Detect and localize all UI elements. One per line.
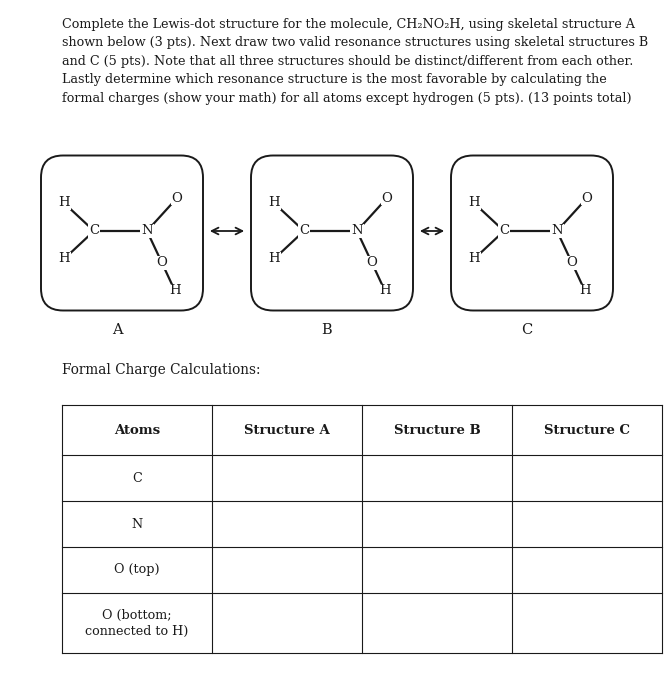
Text: Formal Charge Calculations:: Formal Charge Calculations: [62,363,260,377]
Text: Structure A: Structure A [244,423,330,437]
Text: O: O [566,256,578,270]
Text: C: C [499,225,509,238]
Text: H: H [379,285,391,297]
Text: N: N [551,225,563,238]
Text: O (top): O (top) [114,563,160,577]
Text: H: H [58,197,70,209]
Text: O: O [157,256,167,270]
Text: O: O [171,191,183,204]
Text: Atoms: Atoms [114,423,160,437]
Text: A: A [112,322,122,337]
Text: H: H [58,252,70,265]
Text: H: H [169,285,181,297]
Text: H: H [579,285,591,297]
Text: C: C [89,225,99,238]
Text: N: N [131,518,143,531]
Text: N: N [351,225,363,238]
Text: O: O [367,256,377,270]
Text: H: H [468,197,480,209]
Text: O: O [582,191,592,204]
Text: C: C [299,225,309,238]
Text: Structure B: Structure B [394,423,480,437]
Text: Complete the Lewis-dot structure for the molecule, CH₂NO₂H, using skeletal struc: Complete the Lewis-dot structure for the… [62,18,648,105]
Text: C: C [521,322,533,337]
Text: H: H [468,252,480,265]
Text: Structure C: Structure C [544,423,630,437]
Text: C: C [132,471,142,484]
Text: O: O [382,191,392,204]
Text: B: B [321,322,332,337]
Text: H: H [268,252,280,265]
Text: N: N [141,225,153,238]
Text: O (bottom;
connected to H): O (bottom; connected to H) [85,608,189,638]
Text: H: H [268,197,280,209]
